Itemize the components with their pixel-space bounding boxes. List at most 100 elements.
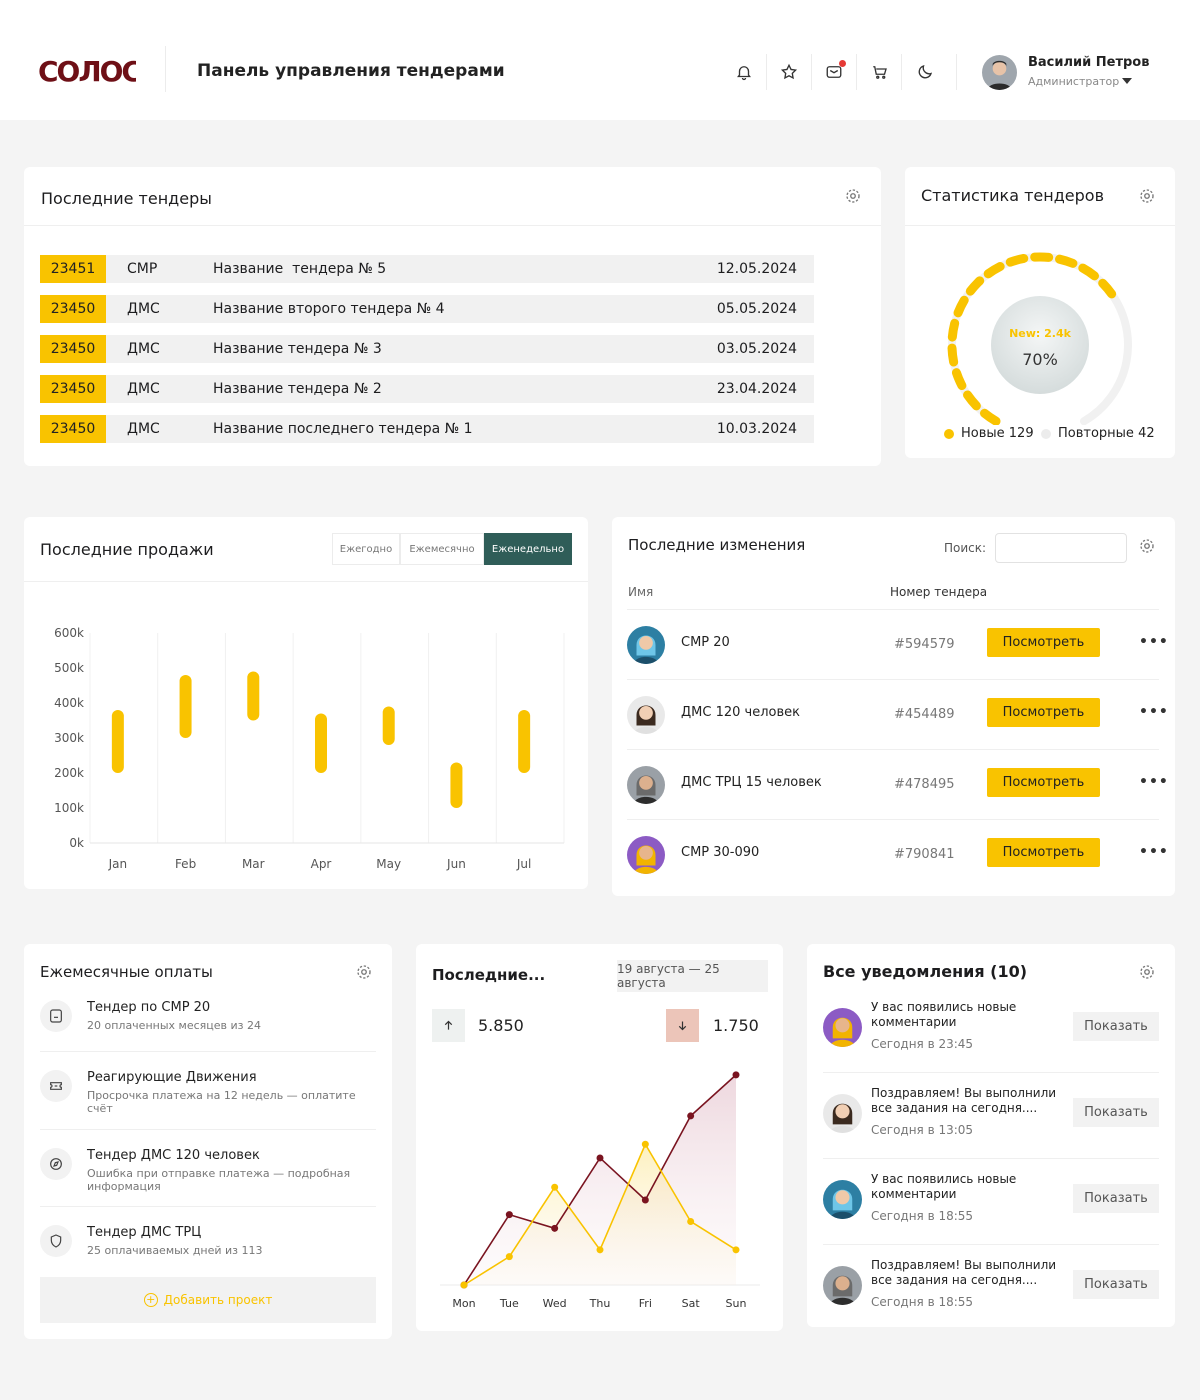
y-tick-label: 200k bbox=[54, 766, 84, 780]
header-separator bbox=[766, 54, 767, 90]
logo[interactable]: COЛOC bbox=[36, 54, 136, 88]
donut-center bbox=[991, 296, 1089, 394]
tender-id: 23451 bbox=[40, 255, 106, 283]
row-divider bbox=[627, 749, 1159, 750]
show-button[interactable]: Показать bbox=[1073, 1184, 1159, 1213]
x-tick-label: Feb bbox=[175, 857, 196, 871]
row-avatar[interactable] bbox=[627, 836, 665, 874]
payments-card bbox=[24, 944, 392, 1339]
notification-text: Поздравляем! Вы выполнили все задания на… bbox=[871, 1086, 1057, 1115]
more-icon[interactable]: ••• bbox=[1139, 774, 1169, 790]
sales-bar bbox=[315, 713, 327, 773]
tender-row[interactable]: 23450 ДМС Название тендера № 2 23.04.2024 bbox=[40, 375, 814, 403]
add-project-button[interactable]: + Добавить проект bbox=[40, 1277, 376, 1323]
stats-title: Статистика тендеров bbox=[921, 186, 1104, 205]
gear-icon[interactable] bbox=[1138, 187, 1156, 205]
row-avatar[interactable] bbox=[627, 696, 665, 734]
series-point bbox=[687, 1217, 695, 1225]
x-tick-label: Thu bbox=[589, 1297, 611, 1310]
row-divider bbox=[40, 1051, 376, 1052]
date-range[interactable]: 19 августа — 25 августа bbox=[617, 960, 768, 992]
sales-bar bbox=[111, 710, 124, 773]
favorites-button[interactable] bbox=[775, 58, 803, 86]
svg-text:COЛOC: COЛOC bbox=[38, 55, 136, 88]
user-menu-caret[interactable] bbox=[1122, 78, 1132, 84]
tender-row[interactable]: 23451 СМР Название тендера № 5 12.05.2024 bbox=[40, 255, 814, 283]
x-tick-label: Apr bbox=[311, 857, 332, 871]
series-point bbox=[641, 1140, 649, 1148]
payments-title: Ежемесячные оплаты bbox=[40, 963, 213, 981]
change-number: #594579 bbox=[894, 637, 955, 652]
tab-weekly[interactable]: Еженедельно bbox=[484, 533, 572, 565]
show-button[interactable]: Показать bbox=[1073, 1270, 1159, 1299]
show-button[interactable]: Показать bbox=[1073, 1012, 1159, 1041]
notification-avatar[interactable] bbox=[823, 1094, 862, 1133]
notification-text: У вас появились новые комментарии bbox=[871, 1172, 1017, 1201]
sales-bar bbox=[450, 762, 463, 808]
gear-icon[interactable] bbox=[844, 187, 862, 205]
tender-row[interactable]: 23450 ДМС Название последнего тендера № 1 1… bbox=[40, 415, 814, 443]
gear-icon[interactable] bbox=[355, 963, 373, 981]
shield-icon bbox=[50, 1234, 62, 1248]
notification-avatar[interactable] bbox=[823, 1180, 862, 1219]
notification-avatar[interactable] bbox=[823, 1266, 862, 1305]
x-tick-label: Wed bbox=[543, 1297, 567, 1310]
theme-toggle[interactable] bbox=[911, 58, 939, 86]
user-name: Василий Петров bbox=[1028, 55, 1150, 70]
x-tick-label: Sun bbox=[726, 1297, 747, 1310]
bell-button[interactable] bbox=[730, 58, 758, 86]
user-avatar[interactable] bbox=[982, 55, 1017, 90]
view-button[interactable]: Посмотреть bbox=[987, 698, 1100, 727]
change-name: ДМС 120 человек bbox=[681, 705, 800, 720]
cart-button[interactable] bbox=[866, 58, 894, 86]
payment-icon-wrap bbox=[40, 1000, 72, 1032]
gear-icon[interactable] bbox=[1138, 963, 1156, 981]
more-icon[interactable]: ••• bbox=[1139, 844, 1169, 860]
down-indicator bbox=[666, 1009, 699, 1042]
messages-button[interactable] bbox=[820, 58, 848, 86]
row-divider bbox=[823, 1072, 1159, 1073]
view-button[interactable]: Посмотреть bbox=[987, 838, 1100, 867]
series-area bbox=[464, 1144, 736, 1285]
payment-title: Тендер ДМС ТРЦ bbox=[87, 1225, 202, 1240]
show-button[interactable]: Показать bbox=[1073, 1098, 1159, 1127]
up-value: 5.850 bbox=[478, 1016, 524, 1035]
tender-row[interactable]: 23450 ДМС Название тендера № 3 03.05.2024 bbox=[40, 335, 814, 363]
gear-icon[interactable] bbox=[1138, 537, 1156, 555]
column-name[interactable]: Имя bbox=[628, 585, 654, 599]
tender-type: ДМС bbox=[127, 421, 160, 437]
changes-title: Последние изменения bbox=[628, 536, 806, 554]
change-number: #454489 bbox=[894, 707, 955, 722]
sales-chart: 0k 100k 200k 300k 400k 500k 600k Jan Feb Mar Apr Ma… bbox=[54, 626, 565, 871]
donut-percent: 70% bbox=[1022, 350, 1058, 369]
tender-type: ДМС bbox=[127, 301, 160, 317]
search-input[interactable] bbox=[995, 533, 1127, 563]
legend-repeat: Повторные 42 bbox=[1058, 426, 1155, 441]
series-point bbox=[687, 1112, 695, 1120]
series-point bbox=[460, 1281, 468, 1289]
tender-row[interactable]: 23450 ДМС Название второго тендера № 4 05.0… bbox=[40, 295, 814, 323]
notification-avatar[interactable] bbox=[823, 1008, 862, 1047]
tender-name: Название второго тендера № 4 bbox=[213, 301, 445, 317]
series-point bbox=[596, 1246, 604, 1254]
notification-text: Поздравляем! Вы выполнили все задания на… bbox=[871, 1258, 1057, 1287]
change-name: СМР 20 bbox=[681, 635, 730, 650]
page-title: Панель управления тендерами bbox=[197, 61, 505, 81]
header-divider bbox=[165, 46, 166, 92]
tab-monthly[interactable]: Ежемесячно bbox=[400, 533, 484, 565]
more-icon[interactable]: ••• bbox=[1139, 704, 1169, 720]
latest-title: Последние... bbox=[432, 966, 546, 984]
header-separator bbox=[901, 54, 902, 90]
series-point bbox=[505, 1211, 513, 1219]
user-role: Администратор bbox=[1028, 75, 1120, 88]
row-avatar[interactable] bbox=[627, 766, 665, 804]
view-button[interactable]: Посмотреть bbox=[987, 768, 1100, 797]
app-header: COЛOC Панель управления тендерами Васили… bbox=[0, 0, 1200, 120]
payment-subtitle: Просрочка платежа на 12 недель — оплатит… bbox=[87, 1089, 356, 1115]
view-button[interactable]: Посмотреть bbox=[987, 628, 1100, 657]
more-icon[interactable]: ••• bbox=[1139, 634, 1169, 650]
star-icon bbox=[780, 63, 798, 80]
row-avatar[interactable] bbox=[627, 626, 665, 664]
column-number[interactable]: Номер тендера bbox=[890, 585, 988, 599]
tab-yearly[interactable]: Ежегодно bbox=[332, 533, 400, 565]
